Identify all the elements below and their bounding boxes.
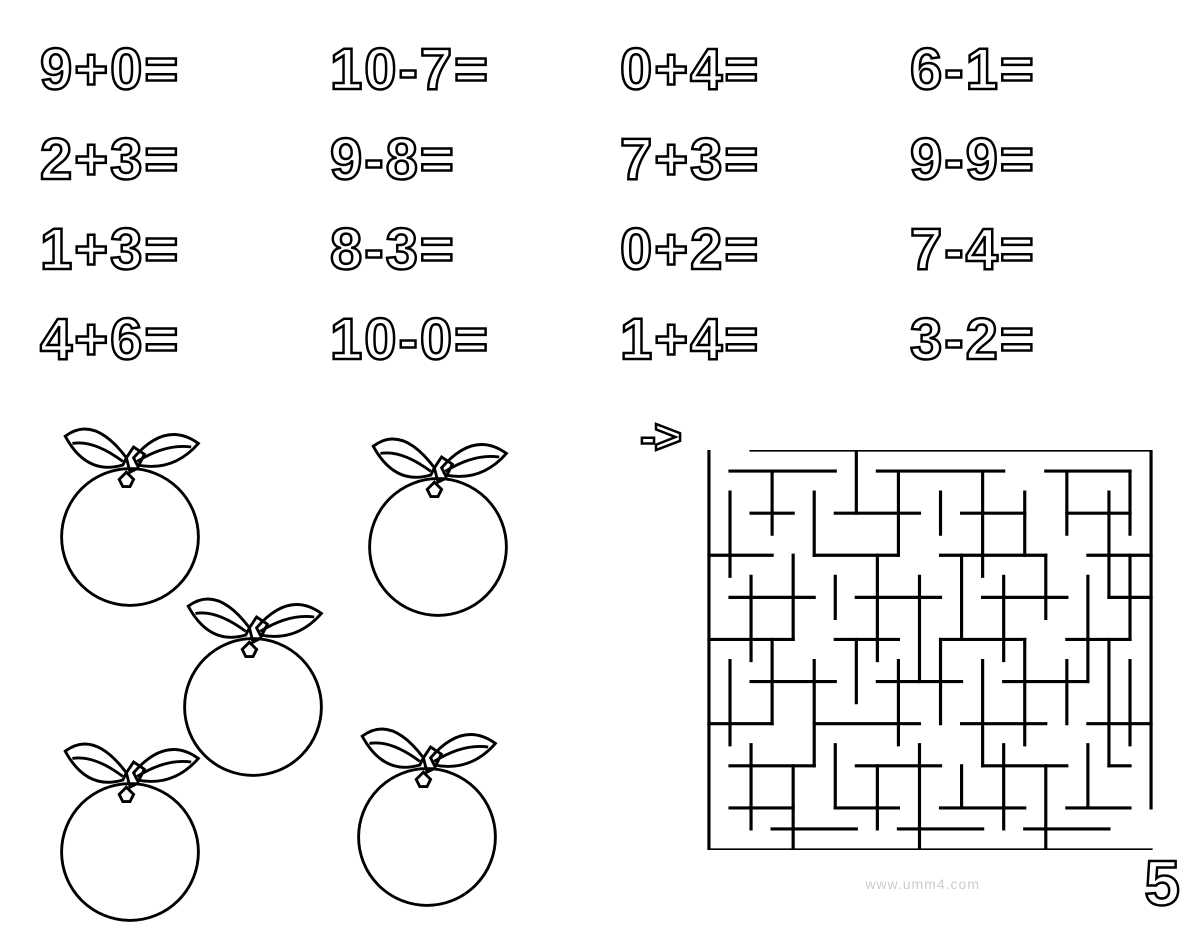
problem-cell: 7+3= (620, 120, 870, 200)
maze-icon (700, 450, 1160, 850)
problem-cell: 9-9= (910, 120, 1160, 200)
problem-cell: 2+3= (40, 120, 290, 200)
problem-cell: 8-3= (330, 210, 580, 290)
fruit-coloring-area (40, 410, 600, 910)
watermark-text: www.umm4.com (865, 876, 980, 892)
problem-cell: 7-4= (910, 210, 1160, 290)
worksheet-page: 9+0= 10-7= 0+4= 6-1= 2+3= 9-8= 7+3= 9-9=… (0, 0, 1200, 900)
maze-goal-number: 5 (1144, 846, 1180, 920)
problem-cell: 10-7= (330, 30, 580, 110)
problem-cell: 10-0= (330, 300, 580, 380)
problem-cell: 3-2= (910, 300, 1160, 380)
problem-cell: 4+6= (40, 300, 290, 380)
maze-area: -> (640, 410, 1160, 910)
problem-cell: 0+2= (620, 210, 870, 290)
bottom-activities: -> (40, 410, 1160, 910)
problem-cell: 1+3= (40, 210, 290, 290)
maze-entrance-arrow-icon: -> (640, 410, 680, 465)
orange-fruit-icon (337, 710, 517, 910)
problem-cell: 0+4= (620, 30, 870, 110)
problem-cell: 9+0= (40, 30, 290, 110)
problem-cell: 1+4= (620, 300, 870, 380)
orange-fruit-icon (348, 420, 528, 620)
problem-cell: 9-8= (330, 120, 580, 200)
problem-cell: 6-1= (910, 30, 1160, 110)
orange-fruit-icon (40, 725, 220, 925)
math-problems-grid: 9+0= 10-7= 0+4= 6-1= 2+3= 9-8= 7+3= 9-9=… (40, 30, 1160, 380)
